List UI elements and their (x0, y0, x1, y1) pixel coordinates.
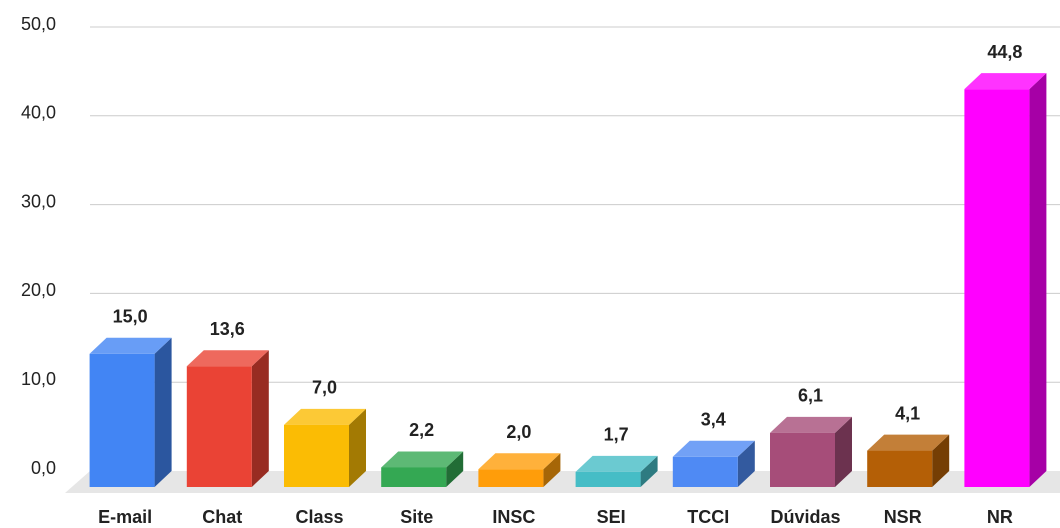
bar-side (932, 434, 950, 487)
x-tick-label: Class (295, 507, 343, 527)
bar-top (478, 453, 561, 470)
value-label: 3,4 (701, 410, 726, 430)
bar (867, 450, 933, 487)
x-tick-label: NR (987, 507, 1013, 527)
bar (186, 366, 252, 487)
value-label: 2,0 (506, 422, 531, 442)
bar (575, 471, 641, 487)
bar (964, 89, 1030, 488)
x-tick-label: Chat (202, 507, 242, 527)
bar (89, 353, 155, 487)
value-label: 15,0 (113, 307, 148, 327)
bar-side (349, 408, 366, 487)
bar-top (867, 434, 950, 451)
value-label: 13,6 (210, 319, 245, 339)
bar-side (543, 453, 561, 487)
y-tick-label: 40,0 (21, 103, 56, 123)
bar-top (770, 416, 852, 433)
bar-side (640, 455, 658, 487)
x-tick-label: E-mail (98, 507, 152, 527)
value-label: 6,1 (798, 386, 823, 406)
bar-top (575, 455, 658, 472)
x-tick-label: Site (400, 507, 433, 527)
bar (284, 424, 349, 487)
y-tick-label: 30,0 (21, 191, 56, 211)
bar-top (186, 350, 269, 367)
y-tick-label: 10,0 (21, 369, 56, 389)
bar-side (737, 440, 755, 487)
y-tick-label: 0,0 (31, 458, 56, 478)
bar (381, 467, 447, 487)
bar-top (89, 337, 172, 354)
x-tick-label: TCCI (687, 507, 729, 527)
x-tick-label: SEI (597, 507, 626, 527)
bar-side (251, 350, 269, 487)
bar-side (446, 451, 464, 487)
bar-top (381, 451, 464, 468)
y-tick-label: 20,0 (21, 280, 56, 300)
value-label: 1,7 (604, 425, 629, 445)
bar (478, 469, 544, 487)
x-tick-label: INSC (492, 507, 535, 527)
value-label: 7,0 (312, 378, 337, 398)
y-tick-label: 50,0 (21, 14, 56, 34)
value-label: 4,1 (895, 403, 920, 423)
value-label: 44,8 (987, 42, 1022, 62)
x-tick-label: NSR (884, 507, 922, 527)
value-label: 2,2 (409, 420, 434, 440)
bar-top (964, 73, 1047, 90)
bar (770, 432, 835, 487)
bar (672, 456, 738, 487)
bar-side (1029, 73, 1047, 488)
bar-side (154, 337, 172, 487)
bar-top (672, 440, 755, 457)
x-tick-label: Dúvidas (770, 507, 840, 527)
bar-top (284, 408, 366, 425)
bar-side (835, 416, 852, 487)
